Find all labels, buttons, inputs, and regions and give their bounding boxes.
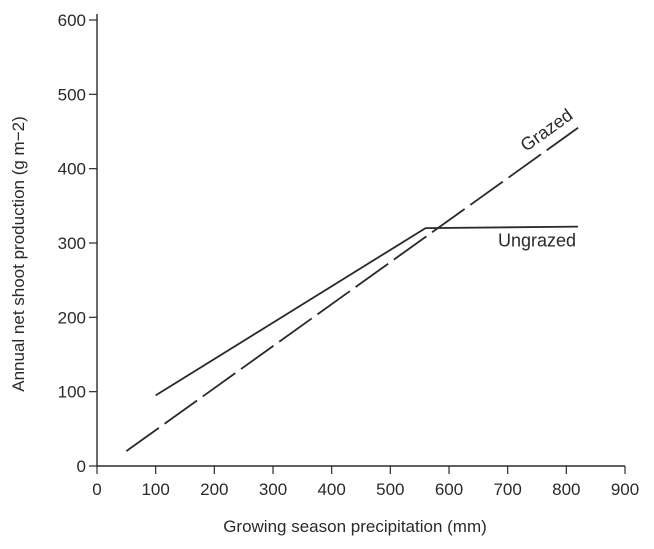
x-tick-label: 200 xyxy=(200,480,228,499)
x-tick-label: 400 xyxy=(317,480,345,499)
chart-axes xyxy=(96,14,625,467)
x-tick-label: 100 xyxy=(141,480,169,499)
series-line-grazed xyxy=(125,127,579,452)
series-label-grazed: Grazed xyxy=(517,105,577,156)
y-tick-label: 500 xyxy=(58,85,86,104)
x-tick-label: 800 xyxy=(552,480,580,499)
series-line-ungrazed xyxy=(155,225,579,397)
x-tick-label: 300 xyxy=(259,480,287,499)
y-tick-label: 0 xyxy=(77,457,86,476)
series-layer: Grazed Ungrazed xyxy=(125,105,579,452)
y-tick-label: 400 xyxy=(58,160,86,179)
x-axis-ticks: 0 100 200 300 400 500 600 700 800 900 xyxy=(92,466,639,499)
y-tick-label: 300 xyxy=(58,234,86,253)
x-axis-label: Growing season precipitation (mm) xyxy=(223,517,487,536)
y-tick-label: 200 xyxy=(58,308,86,327)
y-axis-ticks: 0 100 200 300 400 500 600 xyxy=(58,11,97,476)
x-tick-label: 700 xyxy=(493,480,521,499)
x-tick-label: 0 xyxy=(92,480,101,499)
x-tick-label: 900 xyxy=(611,480,639,499)
x-tick-label: 600 xyxy=(435,480,463,499)
y-axis-label: Annual net shoot production (g m−2) xyxy=(9,116,28,391)
y-tick-label: 600 xyxy=(58,11,86,30)
x-tick-label: 500 xyxy=(376,480,404,499)
y-tick-label: 100 xyxy=(58,383,86,402)
series-label-ungrazed: Ungrazed xyxy=(498,231,576,251)
